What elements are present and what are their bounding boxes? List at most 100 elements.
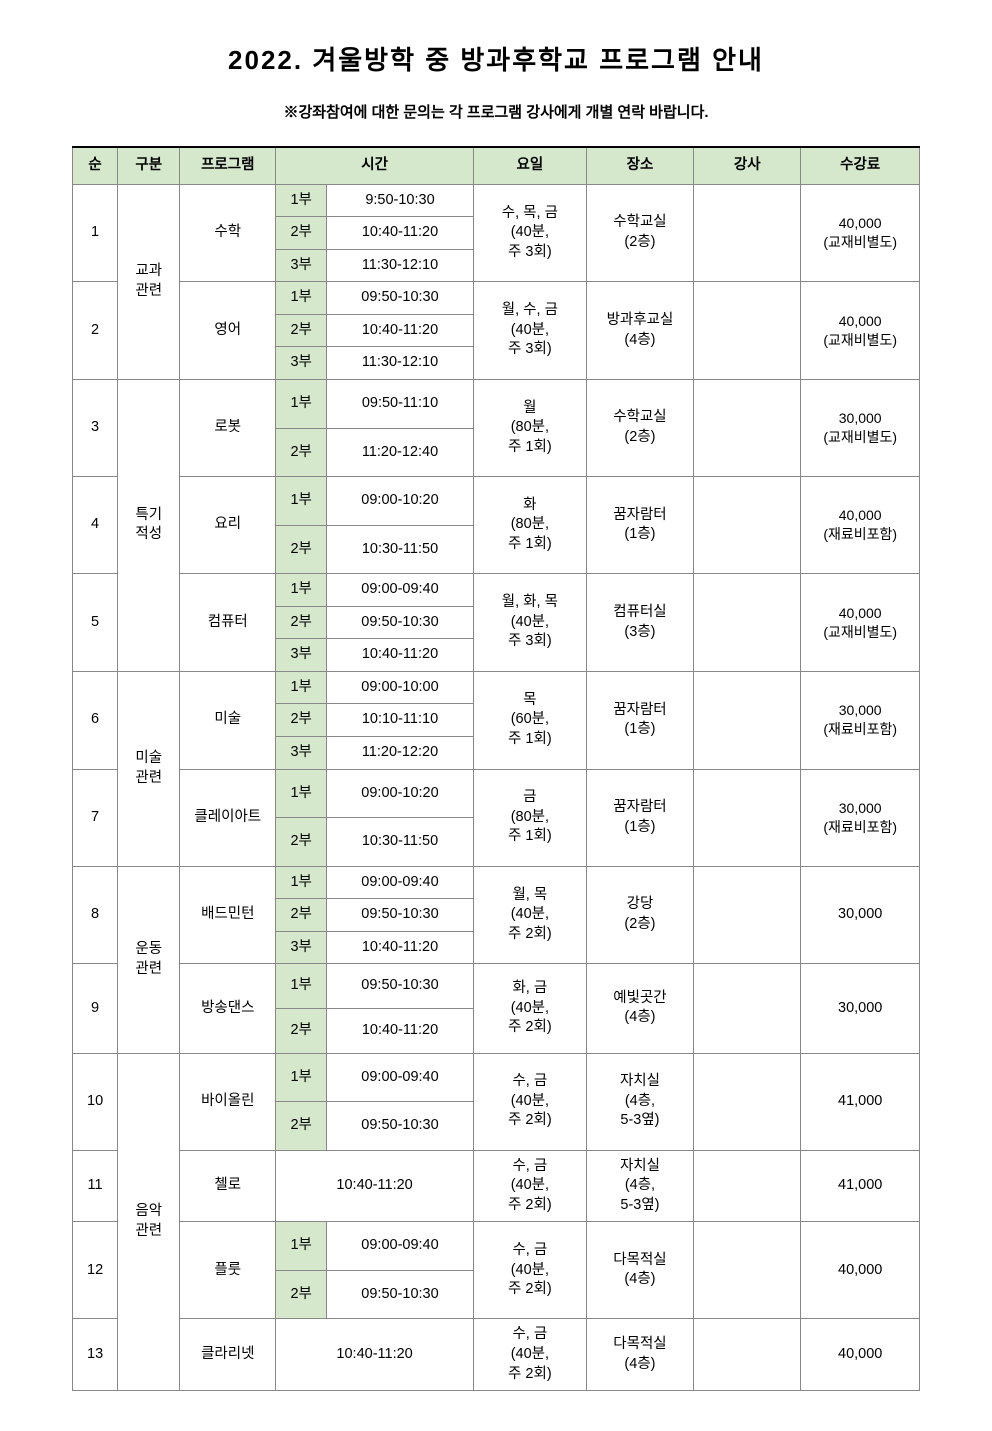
cell-place: 방과후교실(4층) <box>586 282 693 380</box>
cell-program: 클레이아트 <box>180 769 276 866</box>
cell-category: 교과관련 <box>118 184 180 379</box>
table-row: 5 컴퓨터 1부 09:00-09:40 월, 화, 목(40분,주 3회) 컴… <box>73 574 920 607</box>
cell-part: 1부 <box>276 769 327 818</box>
cell-program: 미술 <box>180 671 276 769</box>
cell-time: 09:50-10:30 <box>327 1102 474 1151</box>
cell-part: 2부 <box>276 899 327 932</box>
cell-num: 5 <box>73 574 118 672</box>
cell-teacher <box>694 379 801 476</box>
cell-fee: 41,000 <box>801 1053 920 1150</box>
cell-place: 자치실(4층,5-3옆) <box>586 1053 693 1150</box>
cell-part: 1부 <box>276 866 327 899</box>
cell-part: 3부 <box>276 737 327 770</box>
cell-program: 플룻 <box>180 1222 276 1319</box>
cell-num: 6 <box>73 671 118 769</box>
table-row: 6 미술관련 미술 1부 09:00-10:00 목(60분,주 1회) 꿈자람… <box>73 671 920 704</box>
cell-day: 월, 목(40분,주 2회) <box>473 866 586 964</box>
cell-place: 꿈자람터(1층) <box>586 769 693 866</box>
cell-time: 10:40-11:20 <box>327 931 474 964</box>
cell-category: 운동관련 <box>118 866 180 1053</box>
cell-num: 2 <box>73 282 118 380</box>
cell-teacher <box>694 1150 801 1222</box>
program-table: 순 구분 프로그램 시간 요일 장소 강사 수강료 1 교과관련 수학 1부 9… <box>72 146 920 1391</box>
cell-time: 10:40-11:20 <box>327 217 474 250</box>
cell-category: 미술관련 <box>118 671 180 866</box>
cell-time: 09:00-10:20 <box>327 477 474 526</box>
page-title: 2022. 겨울방학 중 방과후학교 프로그램 안내 <box>72 40 920 77</box>
cell-fee: 30,000(재료비포함) <box>801 769 920 866</box>
cell-num: 9 <box>73 964 118 1053</box>
cell-num: 4 <box>73 477 118 574</box>
table-row: 12 플룻 1부 09:00-09:40 수, 금(40분,주 2회) 다목적실… <box>73 1222 920 1271</box>
table-row: 8 운동관련 배드민턴 1부 09:00-09:40 월, 목(40분,주 2회… <box>73 866 920 899</box>
cell-place: 다목적실(4층) <box>586 1222 693 1319</box>
cell-program: 첼로 <box>180 1150 276 1222</box>
cell-time: 11:30-12:10 <box>327 249 474 282</box>
cell-time: 09:00-09:40 <box>327 1053 474 1102</box>
cell-part: 2부 <box>276 1270 327 1319</box>
cell-time: 10:40-11:20 <box>276 1319 474 1391</box>
cell-fee: 40,000 <box>801 1319 920 1391</box>
cell-fee: 30,000(교재비별도) <box>801 379 920 476</box>
cell-num: 7 <box>73 769 118 866</box>
cell-category: 특기적성 <box>118 379 180 671</box>
cell-part: 3부 <box>276 639 327 672</box>
cell-fee: 30,000 <box>801 964 920 1053</box>
cell-part: 1부 <box>276 964 327 1009</box>
cell-part: 3부 <box>276 249 327 282</box>
th-fee: 수강료 <box>801 147 920 184</box>
cell-time: 11:30-12:10 <box>327 347 474 380</box>
cell-teacher <box>694 866 801 964</box>
cell-program: 방송댄스 <box>180 964 276 1053</box>
cell-fee: 40,000(교재비별도) <box>801 282 920 380</box>
cell-num: 13 <box>73 1319 118 1391</box>
cell-teacher <box>694 574 801 672</box>
cell-num: 12 <box>73 1222 118 1319</box>
cell-part: 3부 <box>276 347 327 380</box>
cell-time: 10:40-11:20 <box>327 639 474 672</box>
cell-teacher <box>694 1319 801 1391</box>
cell-part: 1부 <box>276 282 327 315</box>
cell-program: 수학 <box>180 184 276 282</box>
cell-day: 금(80분,주 1회) <box>473 769 586 866</box>
page-subtitle: ※강좌참여에 대한 문의는 각 프로그램 강사에게 개별 연락 바랍니다. <box>72 101 920 122</box>
cell-place: 예빛곳간(4층) <box>586 964 693 1053</box>
cell-day: 수, 금(40분,주 2회) <box>473 1222 586 1319</box>
cell-part: 2부 <box>276 1102 327 1151</box>
cell-place: 꿈자람터(1층) <box>586 477 693 574</box>
th-place: 장소 <box>586 147 693 184</box>
cell-part: 3부 <box>276 931 327 964</box>
cell-day: 월(80분,주 1회) <box>473 379 586 476</box>
cell-program: 로봇 <box>180 379 276 476</box>
cell-teacher <box>694 184 801 282</box>
cell-part: 2부 <box>276 704 327 737</box>
cell-part: 2부 <box>276 217 327 250</box>
cell-time: 10:40-11:20 <box>327 1008 474 1053</box>
cell-num: 8 <box>73 866 118 964</box>
cell-time: 09:50-10:30 <box>327 606 474 639</box>
cell-day: 화, 금(40분,주 2회) <box>473 964 586 1053</box>
table-row: 1 교과관련 수학 1부 9:50-10:30 수, 목, 금(40분,주 3회… <box>73 184 920 217</box>
table-row: 3 특기적성 로봇 1부 09:50-11:10 월(80분,주 1회) 수학교… <box>73 379 920 428</box>
th-day: 요일 <box>473 147 586 184</box>
table-header-row: 순 구분 프로그램 시간 요일 장소 강사 수강료 <box>73 147 920 184</box>
cell-num: 1 <box>73 184 118 282</box>
cell-program: 요리 <box>180 477 276 574</box>
cell-day: 수, 금(40분,주 2회) <box>473 1319 586 1391</box>
cell-part: 1부 <box>276 574 327 607</box>
cell-place: 꿈자람터(1층) <box>586 671 693 769</box>
cell-day: 목(60분,주 1회) <box>473 671 586 769</box>
cell-time: 10:40-11:20 <box>327 314 474 347</box>
cell-day: 월, 화, 목(40분,주 3회) <box>473 574 586 672</box>
cell-time: 09:00-10:20 <box>327 769 474 818</box>
cell-time: 09:50-10:30 <box>327 964 474 1009</box>
cell-part: 1부 <box>276 671 327 704</box>
cell-num: 10 <box>73 1053 118 1150</box>
table-row: 7 클레이아트 1부 09:00-10:20 금(80분,주 1회) 꿈자람터(… <box>73 769 920 818</box>
cell-fee: 40,000 <box>801 1222 920 1319</box>
table-row: 2 영어 1부 09:50-10:30 월, 수, 금(40분,주 3회) 방과… <box>73 282 920 315</box>
cell-fee: 30,000 <box>801 866 920 964</box>
cell-day: 수, 목, 금(40분,주 3회) <box>473 184 586 282</box>
cell-fee: 40,000(교재비별도) <box>801 574 920 672</box>
cell-teacher <box>694 1053 801 1150</box>
